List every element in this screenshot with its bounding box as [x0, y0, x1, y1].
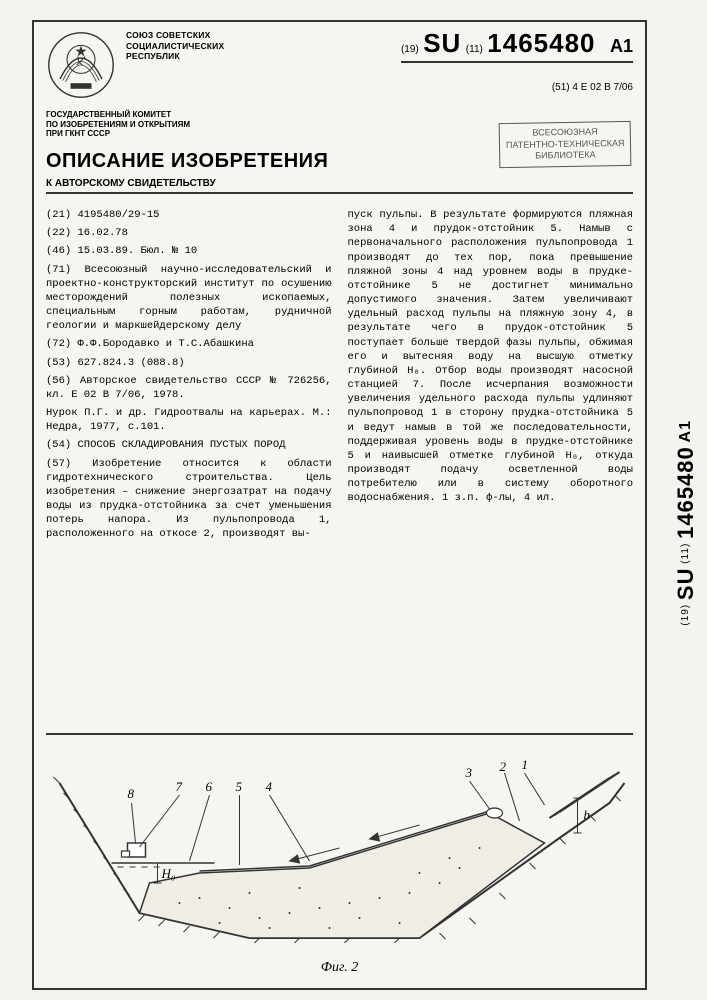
- docnum-number: 1465480: [487, 28, 595, 58]
- issuer-line2: СОЦИАЛИСТИЧЕСКИХ: [126, 41, 224, 52]
- side-kind: A1: [677, 420, 694, 442]
- fig-label-8: 8: [128, 786, 135, 801]
- body-columns: (21) 4195480/29-15 (22) 16.02.78 (46) 15…: [46, 208, 633, 546]
- abstract-continuation: пуск пульпы. В результате формируются пл…: [348, 208, 634, 506]
- h0-label: H₀: [161, 866, 176, 881]
- issuer-line3: РЕСПУБЛИК: [126, 51, 224, 62]
- ipc-classification: (51) 4 E 02 B 7/06: [552, 82, 633, 93]
- fig-label-6: 6: [206, 779, 213, 794]
- column-right: пуск пульпы. В результате формируются пл…: [348, 208, 634, 546]
- docnum-mid: (11): [466, 44, 483, 55]
- header-divider: [46, 192, 633, 194]
- field-46: (46) 15.03.89. Бюл. № 10: [46, 244, 332, 258]
- library-stamp: ВСЕСОЮЗНАЯ ПАТЕНТНО-ТЕХНИЧЕСКАЯ БИБЛИОТЕ…: [498, 121, 631, 168]
- field-56: (56) Авторское свидетельство СССР № 7262…: [46, 374, 332, 402]
- field-21: (21) 4195480/29-15: [46, 208, 332, 222]
- issuer-line1: СОЮЗ СОВЕТСКИХ: [126, 30, 224, 41]
- fig-label-3: 3: [465, 765, 473, 780]
- fig-label-1: 1: [522, 757, 529, 772]
- field-53: (53) 627.824.3 (088.8): [46, 356, 332, 370]
- committee-line2: ПО ИЗОБРЕТЕНИЯМ И ОТКРЫТИЯМ: [46, 120, 190, 130]
- h-label: h: [584, 807, 591, 822]
- fig-label-5: 5: [236, 779, 243, 794]
- doc-number-block: (19) SU (11) 1465480 A1: [401, 28, 633, 63]
- figure-region: H₀ h 8: [46, 733, 633, 978]
- column-left: (21) 4195480/29-15 (22) 16.02.78 (46) 15…: [46, 208, 332, 546]
- fig-label-4: 4: [266, 779, 273, 794]
- field-56b: Нурок П.Г. и др. Гидроотвалы на карьерах…: [46, 406, 332, 434]
- figure-caption: Фиг. 2: [321, 960, 359, 976]
- field-57: (57) Изобретение относится к области гид…: [46, 457, 332, 542]
- field-54: (54) СПОСОБ СКЛАДИРОВАНИЯ ПУСТЫХ ПОРОД: [46, 438, 332, 452]
- fig-label-7: 7: [176, 779, 183, 794]
- docnum-cc: SU: [423, 28, 461, 58]
- title-main: ОПИСАНИЕ ИЗОБРЕТЕНИЯ: [46, 150, 416, 173]
- header-region: СОЮЗ СОВЕТСКИХ СОЦИАЛИСТИЧЕСКИХ РЕСПУБЛИ…: [34, 22, 645, 38]
- side-cc: SU: [673, 568, 698, 601]
- side-number: 1465480: [673, 446, 698, 539]
- content-frame: СОЮЗ СОВЕТСКИХ СОЦИАЛИСТИЧЕСКИХ РЕСПУБЛИ…: [32, 20, 647, 990]
- side-prefix: (19): [680, 604, 691, 626]
- page: (19) SU (11) 1465480 A1 СОЮЗ СОВЕТСКИХ С…: [0, 0, 707, 1000]
- figure-2-diagram: H₀ h 8: [46, 743, 633, 943]
- docnum-kind: A1: [610, 36, 633, 56]
- committee-line1: ГОСУДАРСТВЕННЫЙ КОМИТЕТ: [46, 110, 190, 120]
- field-72: (72) Ф.Ф.Бородавко и Т.С.Абашкина: [46, 337, 332, 351]
- title-block: ОПИСАНИЕ ИЗОБРЕТЕНИЯ К АВТОРСКОМУ СВИДЕТ…: [46, 150, 416, 194]
- field-71: (71) Всесоюзный научно-исследовательский…: [46, 263, 332, 334]
- committee-line3: ПРИ ГКНТ СССР: [46, 129, 190, 139]
- docnum-prefix: (19): [401, 44, 419, 55]
- fig-label-2: 2: [500, 759, 507, 774]
- committee-block: ГОСУДАРСТВЕННЫЙ КОМИТЕТ ПО ИЗОБРЕТЕНИЯМ …: [46, 110, 190, 139]
- issuer-block: СОЮЗ СОВЕТСКИХ СОЦИАЛИСТИЧЕСКИХ РЕСПУБЛИ…: [126, 30, 224, 62]
- stamp-line3: БИБЛИОТЕКА: [506, 149, 625, 163]
- field-22: (22) 16.02.78: [46, 226, 332, 240]
- side-mid: (11): [680, 543, 691, 564]
- side-doc-number: (19) SU (11) 1465480 A1: [673, 420, 699, 626]
- ussr-emblem-icon: [46, 30, 116, 100]
